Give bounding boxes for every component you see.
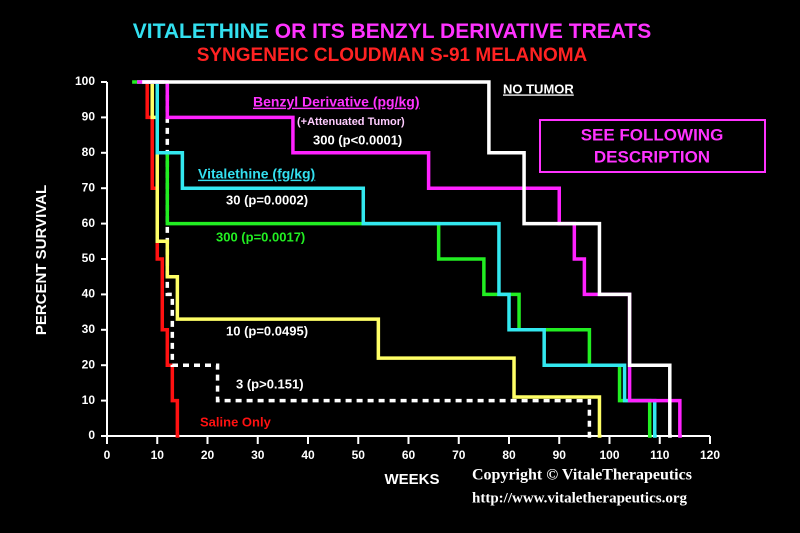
x-tick-label: 80: [502, 448, 516, 462]
series-label: 30 (p=0.0002): [226, 192, 308, 207]
chart-subtitle: SYNGENEIC CLOUDMAN S-91 MELANOMA: [197, 45, 588, 66]
x-tick-label: 20: [201, 448, 215, 462]
y-tick-label: 40: [82, 287, 96, 301]
x-tick-label: 50: [352, 448, 366, 462]
series-label: 10 (p=0.0495): [226, 323, 308, 338]
x-tick-label: 100: [599, 448, 619, 462]
y-axis-label: PERCENT SURVIVAL: [33, 185, 50, 335]
x-tick-label: 120: [700, 448, 720, 462]
x-axis-label: WEEKS: [384, 471, 439, 488]
x-tick-label: 30: [251, 448, 265, 462]
series-label: 300 (p=0.0017): [216, 229, 305, 244]
series-label: NO TUMOR: [503, 81, 574, 96]
y-tick-label: 70: [82, 180, 96, 194]
y-tick-label: 0: [88, 428, 95, 442]
x-tick-label: 110: [650, 448, 670, 462]
y-tick-label: 50: [82, 251, 96, 265]
annotation: DESCRIPTION: [594, 147, 710, 166]
title-part: OR ITS BENZYL DERIVATIVE TREATS: [269, 20, 651, 43]
x-tick-label: 60: [402, 448, 416, 462]
series-label: 300 (p<0.0001): [313, 132, 402, 147]
annotation: SEE FOLLOWING: [581, 125, 724, 144]
x-tick-label: 40: [301, 448, 315, 462]
annotation: http://www.vitaletherapeutics.org: [472, 490, 687, 506]
description-box: [539, 119, 766, 173]
survival-curve: [142, 80, 672, 438]
series-label: 3 (p>0.151): [236, 376, 304, 391]
y-tick-label: 20: [82, 357, 96, 371]
x-tick-label: 70: [452, 448, 466, 462]
y-tick-label: 80: [82, 145, 96, 159]
annotation: Benzyl Derivative (pg/kg): [253, 94, 420, 110]
title-part: VITALETHINE: [133, 20, 269, 43]
y-tick-label: 30: [82, 322, 96, 336]
y-tick-label: 100: [75, 74, 95, 88]
annotation: Copyright © VitaleTherapeutics: [472, 467, 692, 484]
annotation: (+Attenuated Tumor): [297, 116, 405, 128]
survival-curve: [137, 80, 180, 438]
chart-title: VITALETHINE OR ITS BENZYL DERIVATIVE TRE…: [133, 20, 651, 43]
x-tick-label: 0: [104, 448, 111, 462]
y-tick-label: 90: [82, 110, 96, 124]
annotation: Vitalethine (fg/kg): [198, 166, 315, 182]
y-tick-label: 60: [82, 216, 96, 230]
survival-curve: [147, 80, 602, 438]
x-tick-label: 10: [151, 448, 165, 462]
series-label: Saline Only: [200, 414, 272, 429]
y-tick-label: 10: [82, 393, 96, 407]
x-tick-label: 90: [553, 448, 567, 462]
